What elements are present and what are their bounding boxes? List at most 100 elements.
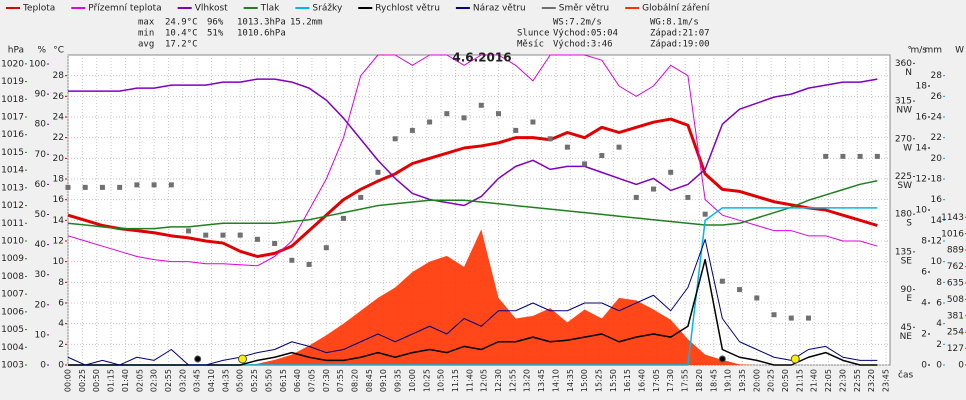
y-tick-label: 0 — [921, 361, 927, 371]
y-tick-label: 135 — [895, 247, 912, 257]
y-tick-label: 26 — [931, 92, 943, 102]
radiation-area — [68, 229, 878, 365]
y-tick-label: 12 — [53, 237, 64, 247]
direction-point — [496, 111, 501, 117]
x-tick-label: 17:05 — [652, 369, 661, 392]
y-tick-label: 18 — [916, 82, 928, 92]
y-tick-label: 8 — [936, 278, 942, 288]
x-tick-label: 11:15 — [451, 369, 460, 392]
y-tick-label: 1006 — [1, 307, 24, 317]
direction-point — [117, 184, 123, 190]
direction-point — [375, 169, 381, 175]
y-tick-label: 0 — [936, 361, 942, 371]
y-tick-label: 0 — [958, 361, 964, 371]
astro-marker — [790, 354, 800, 364]
y-tick-label: 270 — [895, 134, 912, 144]
y-tick-label: 1010 — [1, 237, 24, 247]
y-tick-label: 8 — [921, 237, 927, 247]
legend-label: Globální záření — [642, 4, 710, 14]
y-tick-label: 4 — [936, 319, 942, 329]
y-tick-label: 45 — [901, 323, 912, 333]
x-tick-label: 10:50 — [437, 369, 446, 392]
x-tick-label: 10:25 — [422, 369, 431, 392]
x-tick-label: 03:20 — [178, 369, 187, 392]
y-tick-label: 20 — [931, 154, 943, 164]
y-tick-label: 4 — [921, 299, 927, 309]
direction-point — [650, 186, 656, 192]
stat-value: 96% — [207, 18, 224, 28]
axis-unit: m/s — [911, 46, 928, 56]
x-tick-label: 04:10 — [207, 369, 216, 392]
compass-label: W — [903, 143, 912, 153]
x-tick-label: 08:20 — [351, 369, 360, 392]
y-tick-label: 8 — [58, 278, 64, 288]
astro-marker — [237, 354, 247, 364]
x-tick-label: 07:05 — [307, 369, 316, 392]
direction-point — [564, 144, 570, 150]
direction-point — [392, 136, 398, 142]
direction-point — [203, 232, 209, 238]
y-tick-label: 70 — [35, 150, 47, 160]
y-tick-label: 1016 — [1, 130, 24, 140]
x-tick-label: 12:05 — [480, 369, 489, 392]
y-tick-label: 14 — [916, 144, 928, 154]
y-tick-label: 16 — [916, 113, 928, 123]
y-tick-label: 1015 — [1, 148, 24, 158]
direction-point — [788, 315, 794, 321]
direction-point — [513, 127, 519, 133]
y-tick-label: 508 — [947, 295, 964, 305]
x-tick-label: 06:15 — [279, 369, 288, 392]
x-tick-label: 12:30 — [494, 369, 503, 392]
x-tick-label: 15:50 — [609, 369, 618, 392]
x-tick-label: 21:40 — [810, 369, 819, 392]
direction-point — [254, 236, 260, 242]
y-tick-label: 28 — [53, 71, 65, 81]
y-tick-label: 2 — [936, 340, 942, 350]
x-tick-label: 16:40 — [638, 369, 647, 392]
stat-value: 15.2mm — [290, 18, 323, 28]
x-tick-label: 17:30 — [666, 369, 675, 392]
y-tick-label: 16 — [931, 195, 943, 205]
y-tick-label: 16 — [53, 195, 65, 205]
x-tick-label: 20:00 — [752, 369, 761, 392]
compass-label: SE — [901, 256, 913, 266]
direction-point — [409, 127, 415, 133]
compass-label: S — [906, 219, 912, 229]
y-tick-label: 1020 — [1, 59, 24, 69]
stat-label: avg — [138, 40, 154, 50]
direction-point — [151, 182, 157, 188]
x-tick-label: 07:30 — [322, 369, 331, 392]
x-tick-label: 14:10 — [551, 369, 560, 392]
y-tick-label: 762 — [947, 262, 964, 272]
y-tick-label: 28 — [931, 71, 943, 81]
x-tick-label: 10:00 — [408, 369, 417, 392]
x-tick-label: 18:20 — [695, 369, 704, 392]
direction-point — [582, 161, 588, 167]
x-axis-label: čas — [898, 370, 913, 381]
y-tick-label: 10 — [931, 257, 943, 267]
direction-point — [737, 287, 743, 293]
y-tick-label: 24 — [53, 113, 65, 123]
direction-point — [668, 169, 674, 175]
y-tick-label: 381 — [947, 311, 964, 321]
info-text: Západ:19:00 — [650, 40, 710, 50]
y-tick-label: 0 — [58, 361, 64, 371]
direction-point — [65, 184, 71, 190]
x-tick-label: 15:00 — [580, 369, 589, 392]
x-tick-label: 00:25 — [78, 369, 87, 392]
direction-point — [220, 232, 226, 238]
y-tick-label: 2 — [921, 330, 927, 340]
compass-label: E — [906, 294, 912, 304]
direction-point — [840, 153, 846, 159]
y-tick-label: 1016 — [941, 229, 964, 239]
direction-point — [823, 153, 829, 159]
direction-point — [616, 144, 622, 150]
y-tick-label: 10 — [916, 206, 928, 216]
y-tick-label: 10 — [53, 257, 65, 267]
y-tick-label: 50 — [35, 210, 47, 220]
direction-point — [272, 241, 278, 247]
y-tick-label: 1143 — [941, 213, 964, 223]
direction-point — [444, 111, 450, 117]
x-tick-label: 23:45 — [881, 369, 890, 392]
